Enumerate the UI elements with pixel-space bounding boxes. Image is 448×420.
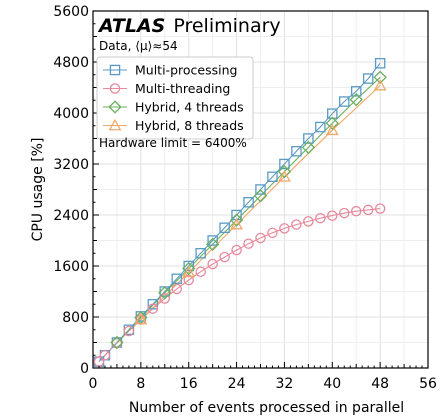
data-point-hybrid-4-threads xyxy=(110,335,124,350)
data-point-multi-processing xyxy=(219,222,230,233)
data-point-multi-processing xyxy=(255,184,266,195)
legend-label-hybrid-4-threads: Hybrid, 4 threads xyxy=(135,100,244,115)
x-tick-label: 0 xyxy=(89,376,98,392)
legend-label-multi-threading: Multi-threading xyxy=(135,81,230,96)
data-point-multi-processing xyxy=(267,171,278,182)
data-point-multi-threading xyxy=(207,258,218,270)
x-tick-label: 8 xyxy=(136,376,145,392)
legend-box xyxy=(96,56,254,140)
x-tick-label: 48 xyxy=(371,376,389,392)
data-point-multi-threading xyxy=(350,205,362,217)
axis-ticks: 0 8 16 24 32 40 48 56 0 800 1600 2400 3200 4000 4800 56… xyxy=(53,4,437,392)
data-point-hybrid-8-threads xyxy=(325,123,339,136)
data-point-multi-threading xyxy=(243,238,254,249)
y-tick-label: 2400 xyxy=(53,208,89,224)
experiment-label: Preliminary xyxy=(173,15,280,37)
data-point-multi-threading xyxy=(279,223,290,234)
legend-marker-hybrid-4-threads xyxy=(108,100,122,114)
data-point-multi-processing xyxy=(315,121,326,133)
data-point-multi-processing xyxy=(279,158,290,170)
y-tick-label: 4800 xyxy=(53,55,89,71)
x-tick-label: 40 xyxy=(323,376,341,392)
experiment-name: ATLAS xyxy=(97,15,165,37)
data-point-multi-threading xyxy=(219,251,230,263)
data-point-multi-threading xyxy=(123,325,135,337)
data-point-hybrid-4-threads xyxy=(325,116,339,130)
data-point-hybrid-4-threads xyxy=(253,189,268,203)
data-point-hybrid-8-threads xyxy=(182,265,196,278)
data-point-hybrid-4-threads xyxy=(349,92,363,107)
data-point-multi-processing xyxy=(303,133,314,144)
y-tick-label: 0 xyxy=(80,361,89,377)
data-point-multi-threading xyxy=(231,244,242,256)
legend-marker-multi-processing xyxy=(109,64,121,76)
data-point-multi-threading xyxy=(291,219,302,230)
data-point-hybrid-4-threads xyxy=(205,237,220,251)
data-point-hybrid-4-threads xyxy=(373,70,387,84)
data-point-multi-threading xyxy=(303,216,314,227)
legend-marker-multi-threading xyxy=(109,83,121,94)
data-point-hybrid-4-threads xyxy=(158,286,172,300)
y-tick-label: 5600 xyxy=(53,4,89,20)
data-point-multi-processing xyxy=(243,196,254,208)
data-point-hybrid-8-threads xyxy=(134,312,148,325)
data-point-multi-threading xyxy=(327,210,338,221)
data-point-multi-processing xyxy=(207,235,218,246)
data-point-hybrid-8-threads xyxy=(278,170,291,182)
data-point-multi-processing xyxy=(338,96,350,107)
dataset-label: Data, ⟨μ⟩≈54 xyxy=(99,39,178,53)
series-markers xyxy=(93,58,387,367)
data-point-multi-threading xyxy=(171,283,182,295)
data-point-hybrid-4-threads xyxy=(229,213,244,227)
legend: Multi-processing Multi-threading Hybrid, 4… xyxy=(96,56,254,140)
data-point-hybrid-4-threads xyxy=(301,140,316,155)
legend-label-multi-processing: Multi-processing xyxy=(135,63,237,78)
data-point-multi-threading xyxy=(183,274,194,286)
y-tick-label: 3200 xyxy=(53,157,89,173)
data-point-multi-processing xyxy=(362,73,374,84)
legend-marker-hybrid-8-threads xyxy=(108,118,122,131)
data-point-multi-threading xyxy=(147,303,159,314)
data-point-multi-threading xyxy=(374,203,386,214)
data-point-multi-threading xyxy=(255,232,266,244)
data-point-hybrid-4-threads xyxy=(277,164,292,179)
data-point-multi-processing xyxy=(374,58,386,69)
data-point-hybrid-8-threads xyxy=(230,217,243,230)
data-point-multi-processing xyxy=(291,145,302,157)
data-point-multi-threading xyxy=(159,293,171,304)
data-point-multi-processing xyxy=(147,298,159,310)
data-point-multi-processing xyxy=(171,273,182,284)
y-tick-label: 4000 xyxy=(53,106,89,122)
data-point-multi-threading xyxy=(195,266,206,277)
data-point-multi-threading xyxy=(99,349,111,361)
data-point-multi-threading xyxy=(315,212,326,224)
data-point-multi-threading xyxy=(338,207,350,219)
x-axis-title: Number of events processed in parallel xyxy=(129,400,404,416)
legend-label-hybrid-8-threads: Hybrid, 8 threads xyxy=(135,118,244,133)
y-axis-title: CPU usage [%] xyxy=(30,138,46,242)
data-point-multi-threading xyxy=(362,204,374,216)
x-tick-label: 16 xyxy=(180,376,198,392)
data-point-hybrid-8-threads xyxy=(373,78,387,91)
y-tick-label: 1600 xyxy=(53,259,89,275)
data-point-multi-processing xyxy=(195,247,206,259)
data-point-multi-processing xyxy=(350,86,362,97)
y-tick-label: 800 xyxy=(62,310,89,326)
data-point-hybrid-4-threads xyxy=(182,261,196,276)
hardware-limit-annotation: Hardware limit = 6400% xyxy=(99,136,247,150)
x-tick-label: 24 xyxy=(228,376,246,392)
data-point-multi-processing xyxy=(183,260,194,272)
x-tick-label: 32 xyxy=(276,376,294,392)
data-point-multi-threading xyxy=(267,227,278,239)
x-tick-label: 56 xyxy=(419,376,437,392)
